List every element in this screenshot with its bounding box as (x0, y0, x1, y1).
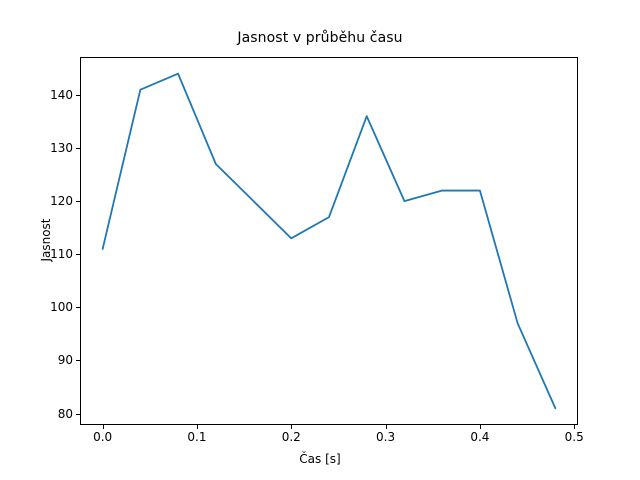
y-tick-label: 120 (50, 194, 73, 209)
y-tick-mark (76, 254, 80, 256)
y-tick-label: 100 (50, 300, 73, 315)
x-tick-label: 0.2 (281, 430, 301, 444)
y-tick-mark (76, 94, 80, 96)
chart-title: Jasnost v průběhu času (237, 30, 403, 46)
y-tick-label: 110 (50, 247, 73, 262)
y-tick-label: 90 (57, 353, 73, 368)
x-tick-label: 0.4 (470, 430, 490, 444)
x-axis-label: Čas [s] (299, 452, 341, 466)
x-tick-mark (102, 425, 104, 429)
x-tick-label: 0.5 (564, 430, 584, 444)
x-tick-mark (291, 425, 293, 429)
x-tick-mark (479, 425, 481, 429)
y-tick-mark (76, 148, 80, 150)
y-tick-mark (76, 307, 80, 309)
plot-area (101, 72, 557, 410)
x-tick-label: 0.3 (376, 430, 396, 444)
data-line-jasnost (101, 72, 557, 410)
y-tick-label: 130 (50, 141, 73, 156)
y-axis-tick-labels: 80 90 100 110 120 130 140 (0, 0, 73, 480)
x-tick-mark (574, 425, 576, 429)
x-tick-mark (385, 425, 387, 429)
y-tick-label: 140 (50, 87, 73, 102)
x-tick-mark (196, 425, 198, 429)
x-tick-label: 0.0 (93, 430, 113, 444)
y-tick-mark (76, 413, 80, 415)
y-tick-label: 80 (57, 406, 73, 421)
x-tick-label: 0.1 (187, 430, 207, 444)
x-axis-tick-labels: 0.0 0.1 0.2 0.3 0.4 0.5 (0, 430, 640, 450)
y-tick-mark (76, 360, 80, 362)
axes-frame (80, 57, 578, 425)
y-tick-mark (76, 201, 80, 203)
